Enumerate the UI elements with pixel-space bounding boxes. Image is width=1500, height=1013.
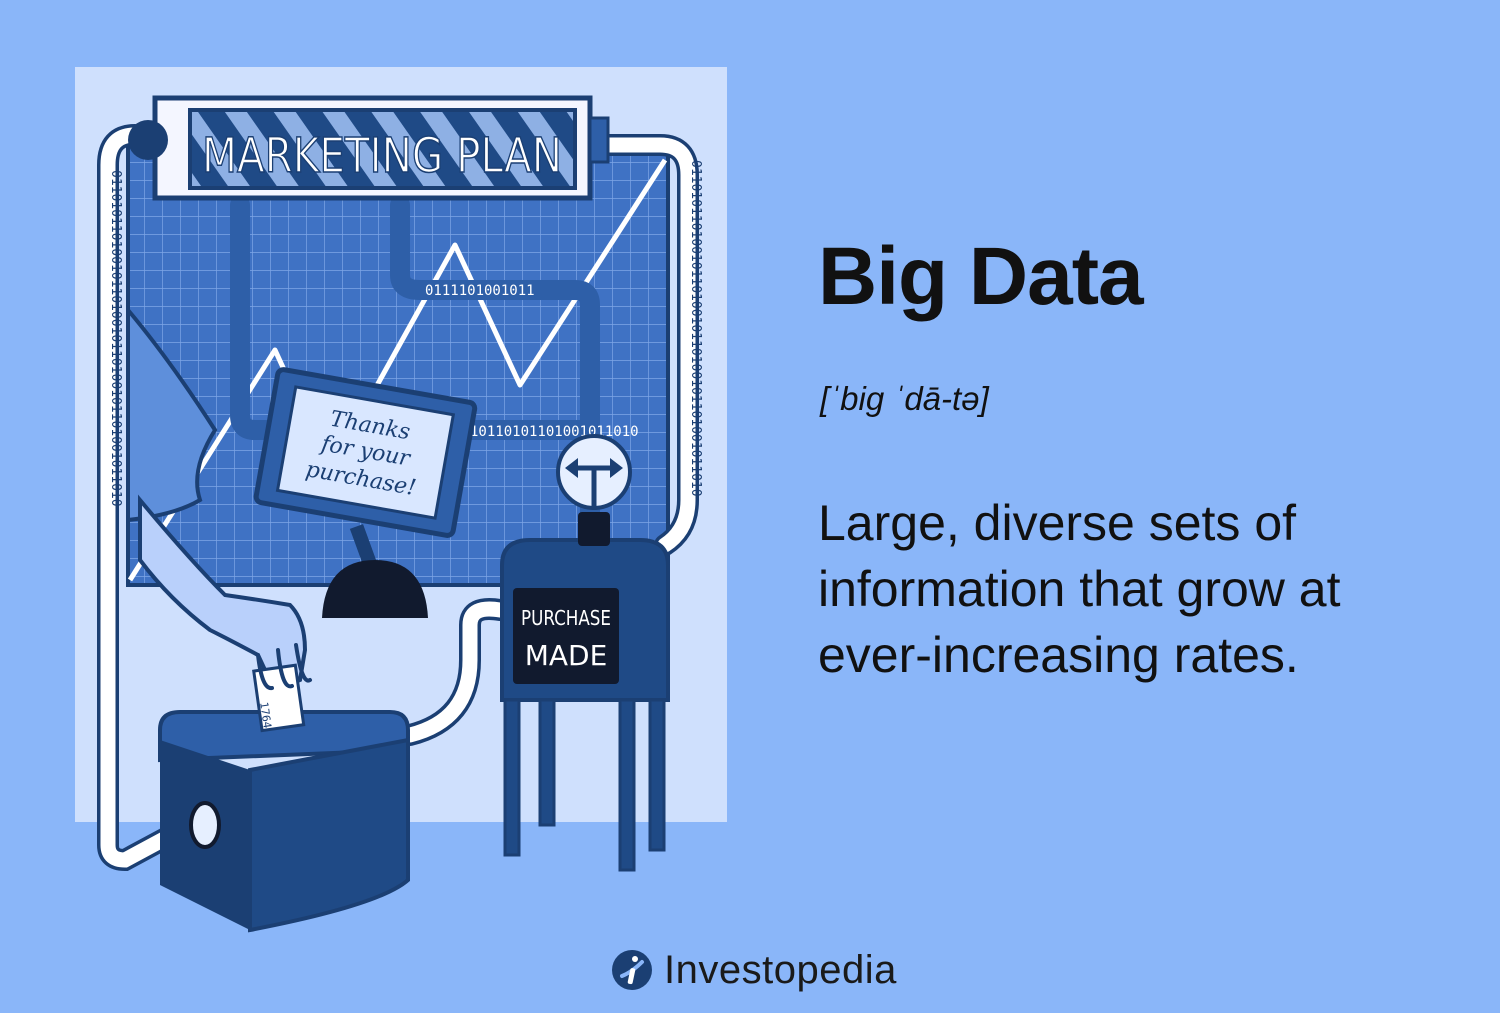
pronunciation: [ˈbig ˈdā-tə]	[820, 380, 989, 417]
sign-roller-right	[588, 116, 610, 164]
sign-text: MARKETING PLAN	[202, 128, 562, 184]
brand-name: Investopedia	[664, 947, 897, 992]
chart-line	[127, 158, 668, 582]
binary-tube-inner	[230, 195, 600, 440]
box-port	[189, 801, 221, 849]
bulb-socket	[578, 512, 610, 546]
page-title: Big Data	[818, 231, 1144, 322]
arm	[138, 494, 308, 686]
machine-line-1: PURCHASE	[521, 606, 611, 630]
machine-line-2: MADE	[525, 639, 608, 672]
tablet-base	[322, 560, 428, 618]
sign-roller-left	[128, 120, 168, 160]
binary-digits-middle: 0111101001011	[425, 283, 535, 299]
big-data-illustration: 0110101101001011010010110100101101001011…	[75, 67, 727, 933]
card-number: 1764	[257, 701, 274, 729]
machine-leg	[503, 698, 521, 857]
brand-logo[interactable]: Investopedia	[610, 945, 897, 995]
card	[252, 663, 306, 733]
binary-digits-horizontal: 10110101101001011010	[470, 424, 639, 440]
definition-text: Large, diverse sets of information that …	[818, 495, 1341, 683]
binary-digits-right: 0110101101001011010010110100101101001011…	[688, 160, 703, 497]
binary-digits-left: 0110101101001011010010110100101101001011…	[108, 170, 123, 507]
sleeve	[126, 304, 218, 523]
machine-display	[513, 588, 619, 684]
binary-tube-middle	[390, 195, 600, 555]
investopedia-logo-icon	[612, 950, 652, 990]
box-top	[158, 710, 410, 763]
